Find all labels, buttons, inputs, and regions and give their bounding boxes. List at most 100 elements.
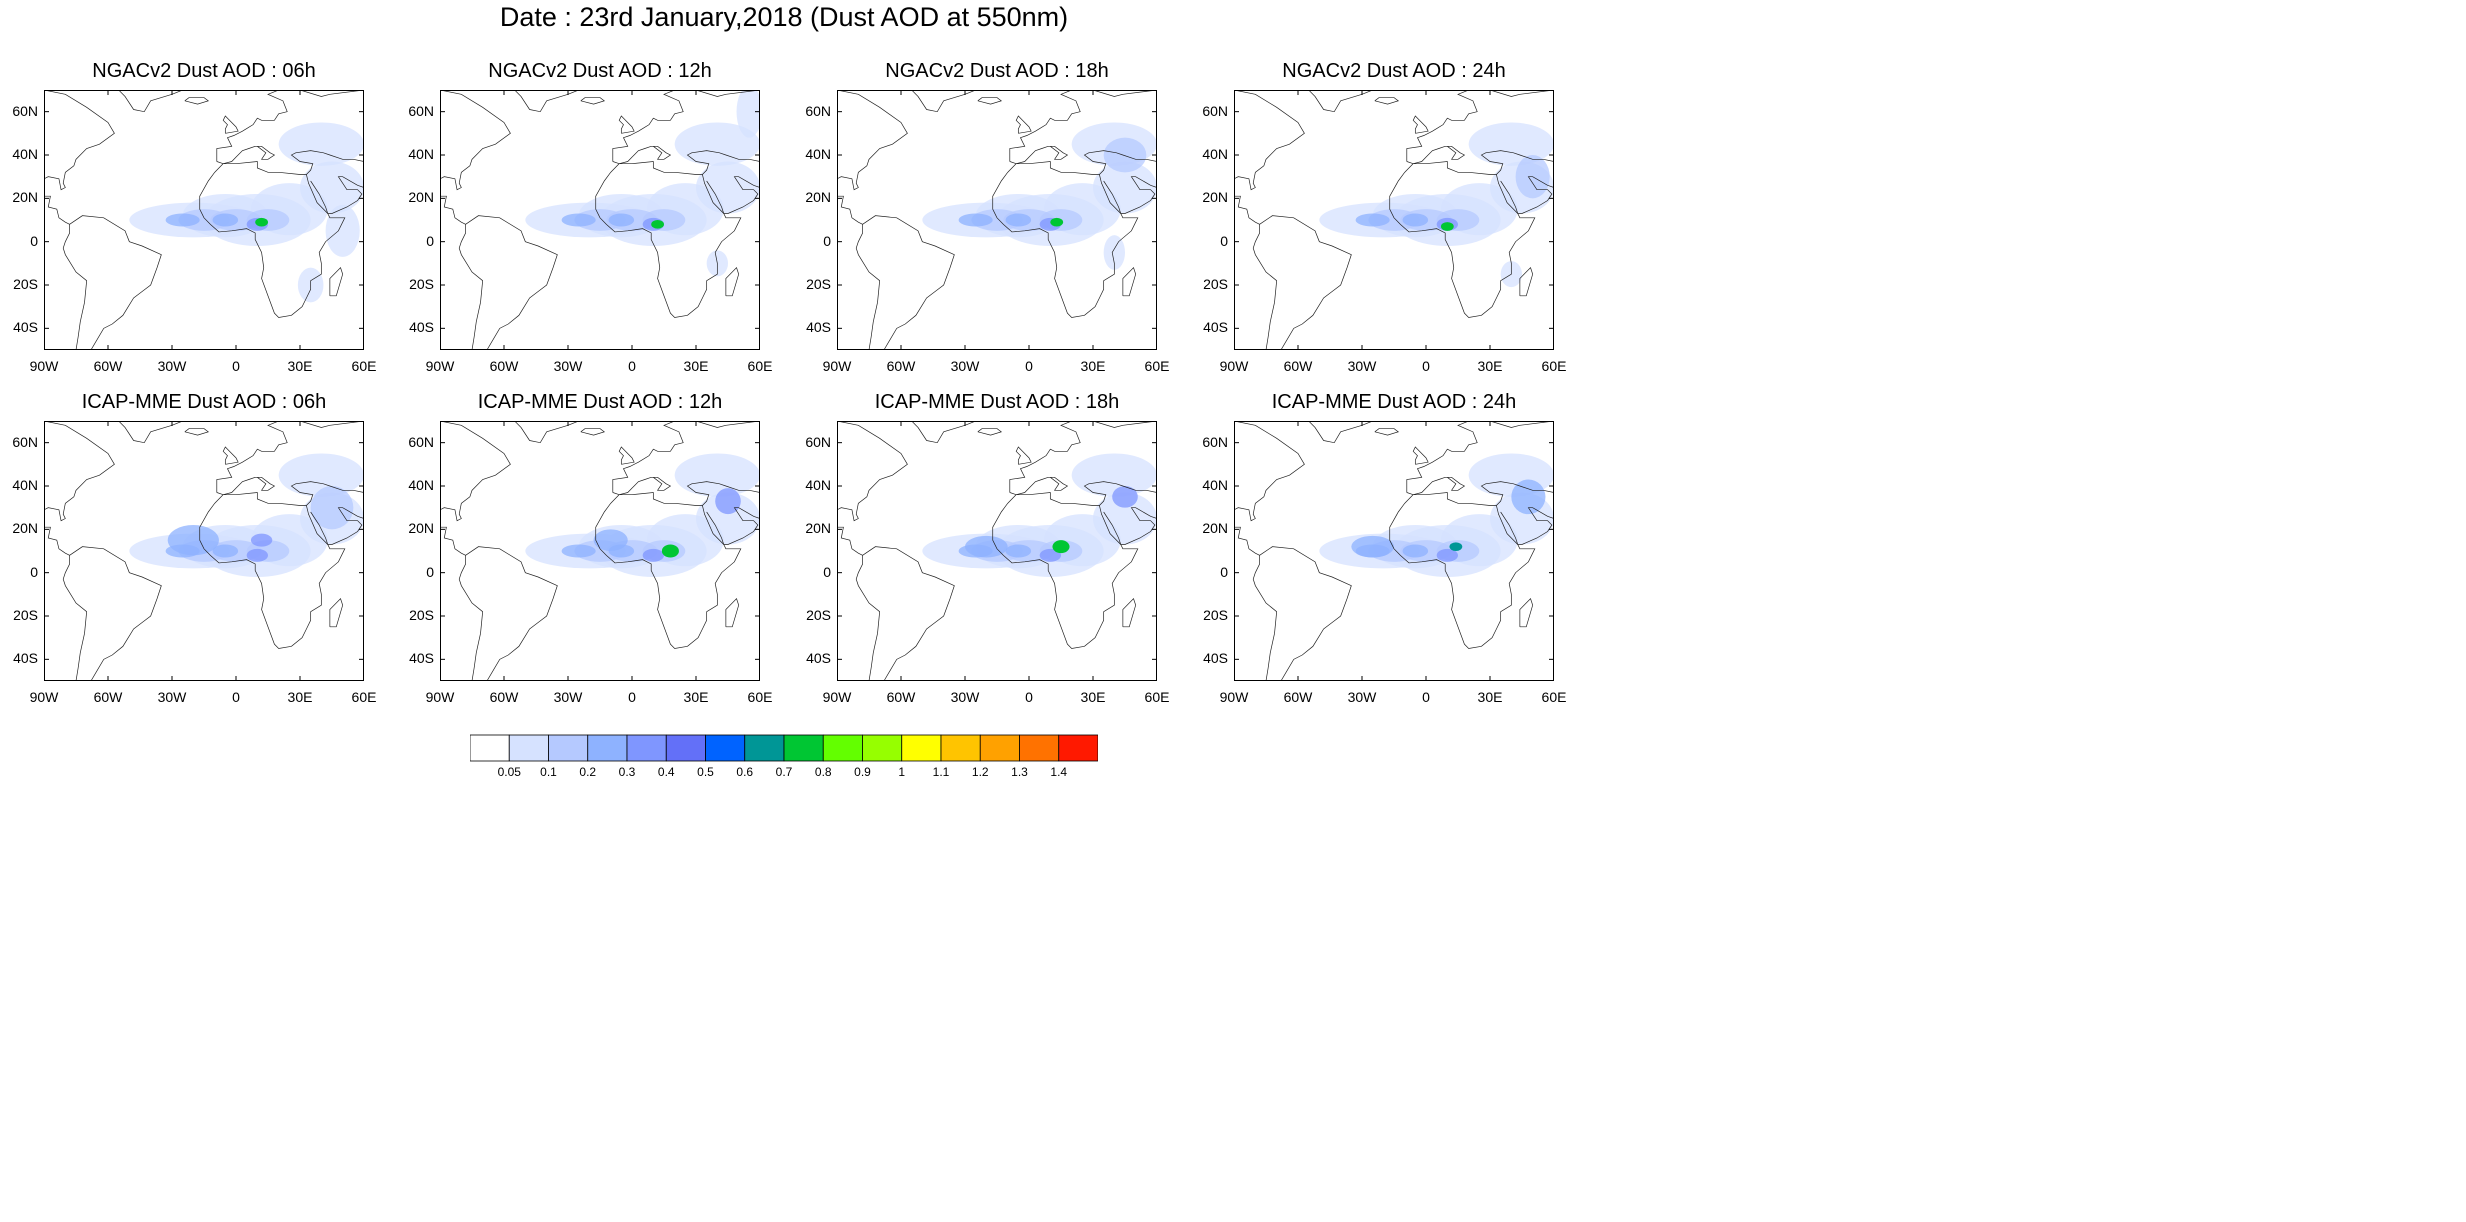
map-frame xyxy=(440,421,760,681)
lon-tick-label: 0 xyxy=(1025,358,1033,374)
panel-title: NGACv2 Dust AOD : 24h xyxy=(1282,60,1506,82)
lat-tick-label: 0 xyxy=(30,232,38,249)
colorbar-swatch xyxy=(508,734,549,762)
lon-tick-label: 60W xyxy=(886,358,916,374)
coastline xyxy=(1389,492,1536,649)
coastline xyxy=(290,150,364,175)
coastline xyxy=(725,598,740,628)
lon-tick-label: 0 xyxy=(628,358,636,374)
aod-shading xyxy=(608,213,635,227)
coastline xyxy=(911,421,976,444)
panel-title: ICAP-MME Dust AOD : 06h xyxy=(81,391,327,413)
coastline xyxy=(514,90,579,113)
aod-shading xyxy=(165,213,200,227)
colorbar-swatch xyxy=(548,734,589,762)
coastline xyxy=(44,526,70,556)
lon-tick-label: 60E xyxy=(1144,689,1170,705)
colorbar-label: 0.2 xyxy=(579,765,596,777)
colorbar-swatch xyxy=(1019,734,1060,762)
map-panel: NGACv2 Dust AOD : 18h 60N 40N 20N 0 20S 40S 90W… xyxy=(805,60,1169,374)
colorbar-swatch xyxy=(626,734,667,762)
coastline xyxy=(992,492,1139,649)
panel-title: ICAP-MME Dust AOD : 12h xyxy=(477,391,723,413)
coastline xyxy=(458,215,558,350)
lat-tick-label: 20S xyxy=(1203,276,1228,292)
coastline xyxy=(686,481,760,506)
aod-shading xyxy=(212,213,239,227)
lon-tick-label: 0 xyxy=(232,358,240,374)
colorbar: 0.05 0.1 0.2 0.3 0.4 0.5 0.6 0.7 0.8 0.9 1 1.1 1.2 1.… xyxy=(470,734,1098,777)
aod-shading xyxy=(1039,548,1061,562)
coastline xyxy=(216,90,364,162)
aod-shading xyxy=(561,213,596,227)
coastline xyxy=(44,90,115,191)
lat-tick-label: 40S xyxy=(13,650,38,667)
lat-tick-label: 40N xyxy=(1202,146,1228,162)
lat-tick-label: 40N xyxy=(12,477,38,493)
coastline xyxy=(1252,546,1352,681)
colorbar-swatch xyxy=(901,734,942,762)
coastline xyxy=(1406,476,1466,496)
lat-tick-label: 60N xyxy=(805,433,831,450)
aod-shading xyxy=(1103,137,1147,173)
lon-tick-label: 30E xyxy=(287,358,313,374)
coastline xyxy=(62,546,162,681)
coastline xyxy=(1308,421,1373,444)
coastline xyxy=(855,546,955,681)
coastline xyxy=(1412,446,1429,465)
lat-tick-label: 40N xyxy=(805,477,831,493)
aod-shading xyxy=(1052,540,1070,554)
lon-tick-label: 60E xyxy=(747,689,773,705)
map-panel: ICAP-MME Dust AOD : 06h 60N 40N 20N 0 20S 40S 9… xyxy=(12,391,376,705)
colorbar-swatch xyxy=(665,734,706,762)
aod-shading xyxy=(661,544,679,558)
map-panel: NGACv2 Dust AOD : 24h 60N 40N 20N 0 20S 40S 90W… xyxy=(1202,60,1566,374)
aod-shading xyxy=(1440,222,1454,231)
aod-shading xyxy=(325,204,360,257)
lat-tick-label: 20S xyxy=(409,276,434,292)
lon-tick-label: 30E xyxy=(1477,689,1503,705)
lon-tick-label: 30W xyxy=(1347,358,1377,374)
coastline xyxy=(199,161,346,318)
lon-tick-label: 60W xyxy=(489,689,519,705)
map-panel: ICAP-MME Dust AOD : 24h 60N 40N 20N 0 20S 40S 9… xyxy=(1202,391,1566,705)
lat-tick-label: 0 xyxy=(1220,563,1228,580)
lon-tick-label: 90W xyxy=(822,689,852,705)
figure-title: Date : 23rd January,2018 (Dust AOD at 55… xyxy=(499,2,1069,32)
coastline xyxy=(911,90,976,113)
lon-tick-label: 60E xyxy=(351,358,377,374)
coastline xyxy=(184,428,210,436)
lat-tick-label: 20N xyxy=(12,520,38,537)
aod-shading xyxy=(300,161,364,214)
coastline xyxy=(1234,195,1260,225)
coastline xyxy=(837,526,863,556)
coastline xyxy=(222,446,239,465)
lat-tick-label: 20N xyxy=(408,520,434,537)
lon-tick-label: 0 xyxy=(628,689,636,705)
lat-tick-label: 40N xyxy=(1202,477,1228,493)
lat-tick-label: 0 xyxy=(426,563,434,580)
lat-tick-label: 20S xyxy=(13,607,38,623)
coastline xyxy=(458,546,558,681)
lat-tick-label: 0 xyxy=(823,563,831,580)
lon-tick-label: 60W xyxy=(1283,689,1313,705)
lat-tick-label: 60N xyxy=(805,102,831,119)
map-panel: NGACv2 Dust AOD : 12h 60N 40N 20N 0 20S 40S 90W… xyxy=(408,60,772,374)
lon-tick-label: 30W xyxy=(950,358,980,374)
lon-tick-label: 30E xyxy=(683,689,709,705)
aod-shading xyxy=(1005,213,1032,227)
coastline xyxy=(1015,115,1032,134)
lon-tick-label: 30E xyxy=(1080,689,1106,705)
coastline xyxy=(1406,145,1466,165)
colorbar-label: 0.4 xyxy=(658,765,675,777)
aod-shading xyxy=(1449,542,1463,551)
lat-tick-label: 40S xyxy=(409,650,434,667)
dust-aod-map xyxy=(440,421,760,681)
coastline xyxy=(595,161,742,318)
coastline xyxy=(1009,145,1069,165)
aod-shading xyxy=(674,453,760,497)
coastline xyxy=(1480,481,1554,506)
aod-shading xyxy=(965,535,1008,558)
coastline xyxy=(440,526,466,556)
coastline xyxy=(440,421,511,522)
